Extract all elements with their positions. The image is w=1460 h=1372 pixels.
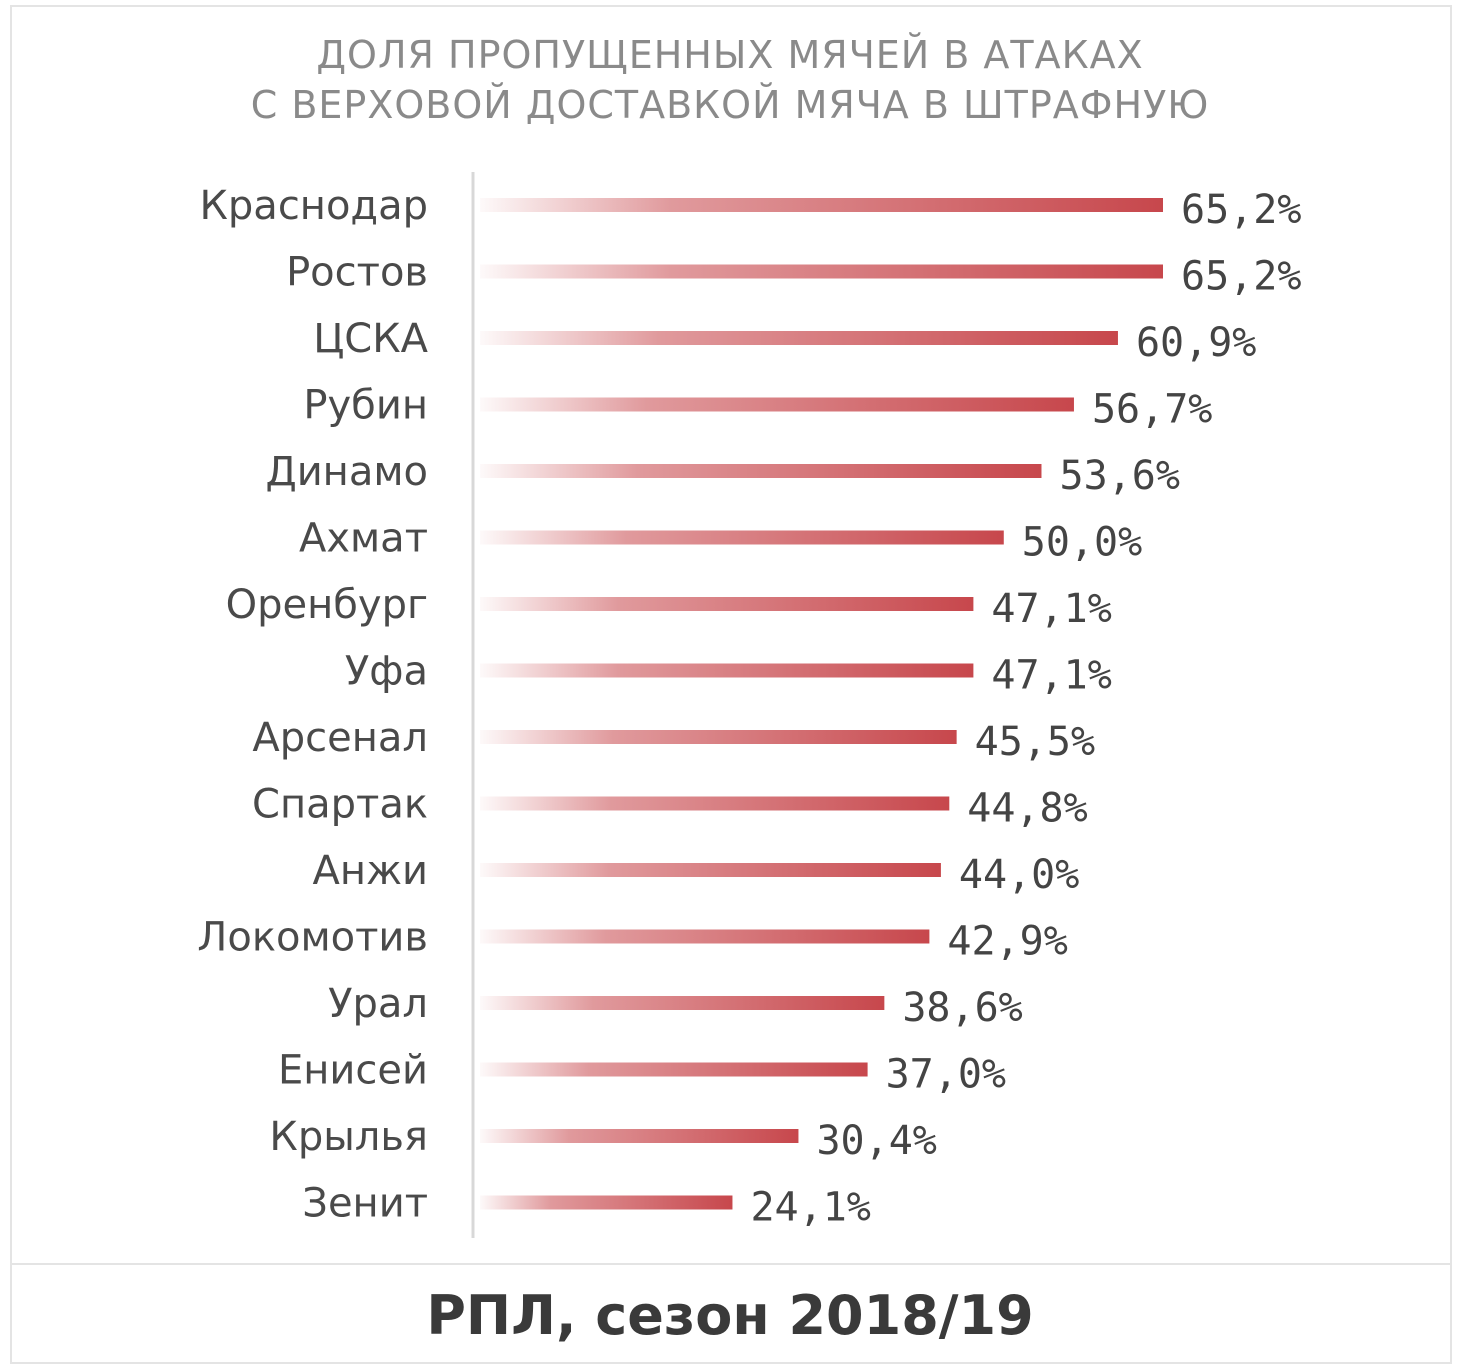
value-label: 65,2% bbox=[1181, 254, 1301, 300]
chart-frame bbox=[10, 5, 1452, 1364]
value-label: 47,1% bbox=[991, 653, 1111, 699]
category-label: Динамо bbox=[265, 449, 428, 495]
category-label: Уфа bbox=[345, 649, 428, 695]
bar-chart: Краснодар 65,2% Ростов 65,2% ЦСКА 60,9% Рубин 5… bbox=[197, 172, 1301, 1238]
bar bbox=[480, 198, 1163, 212]
category-label: Арсенал bbox=[252, 715, 428, 761]
value-label: 53,6% bbox=[1059, 453, 1179, 499]
value-label: 56,7% bbox=[1092, 387, 1212, 433]
category-label: ЦСКА bbox=[313, 316, 428, 362]
bars-group: Краснодар 65,2% Ростов 65,2% ЦСКА 60,9% Рубин 5… bbox=[197, 183, 1301, 1231]
bar bbox=[480, 597, 974, 611]
value-label: 47,1% bbox=[991, 586, 1111, 632]
value-label: 24,1% bbox=[750, 1185, 870, 1231]
category-label: Анжи bbox=[312, 848, 428, 894]
value-label: 30,4% bbox=[816, 1118, 936, 1164]
bar bbox=[480, 796, 950, 811]
category-label: Енисей bbox=[278, 1048, 428, 1094]
category-label: Спартак bbox=[252, 782, 428, 828]
category-label: Урал bbox=[328, 981, 428, 1027]
category-label: Ростов bbox=[286, 250, 428, 296]
value-label: 44,8% bbox=[967, 786, 1087, 832]
value-label: 44,0% bbox=[959, 852, 1079, 898]
category-label: Ахмат bbox=[299, 516, 428, 562]
footer-caption: РПЛ, сезон 2018/19 bbox=[426, 1284, 1034, 1347]
bar bbox=[480, 331, 1118, 345]
footer-divider bbox=[12, 1263, 1450, 1265]
bar bbox=[480, 996, 885, 1010]
value-label: 50,0% bbox=[1022, 520, 1142, 566]
chart-title: ДОЛЯ ПРОПУЩЕННЫХ МЯЧЕЙ В АТАКАХ С ВЕРХОВ… bbox=[0, 30, 1460, 130]
category-label: Локомотив bbox=[197, 915, 428, 961]
value-label: 38,6% bbox=[902, 985, 1022, 1031]
bar bbox=[480, 1195, 733, 1210]
value-label: 42,9% bbox=[947, 919, 1067, 965]
value-label: 37,0% bbox=[886, 1052, 1006, 1098]
category-label: Краснодар bbox=[200, 183, 428, 229]
value-label: 65,2% bbox=[1181, 187, 1301, 233]
bar bbox=[480, 464, 1042, 478]
bar bbox=[480, 530, 1004, 545]
bar bbox=[480, 264, 1163, 279]
value-label: 45,5% bbox=[975, 719, 1095, 765]
chart-title-line-1: ДОЛЯ ПРОПУЩЕННЫХ МЯЧЕЙ В АТАКАХ bbox=[316, 33, 1144, 77]
value-label: 60,9% bbox=[1136, 320, 1256, 366]
bar bbox=[480, 863, 941, 877]
bar bbox=[480, 730, 957, 744]
bar bbox=[480, 1062, 868, 1077]
category-label: Зенит bbox=[302, 1181, 428, 1227]
category-label: Крылья bbox=[269, 1114, 428, 1160]
bar bbox=[480, 929, 930, 944]
chart-title-line-2: С ВЕРХОВОЙ ДОСТАВКОЙ МЯЧА В ШТРАФНУЮ bbox=[250, 83, 1210, 127]
bar bbox=[480, 397, 1074, 412]
bar bbox=[480, 663, 974, 678]
bar bbox=[480, 1129, 799, 1143]
category-label: Оренбург bbox=[226, 582, 428, 628]
category-label: Рубин bbox=[303, 383, 428, 429]
